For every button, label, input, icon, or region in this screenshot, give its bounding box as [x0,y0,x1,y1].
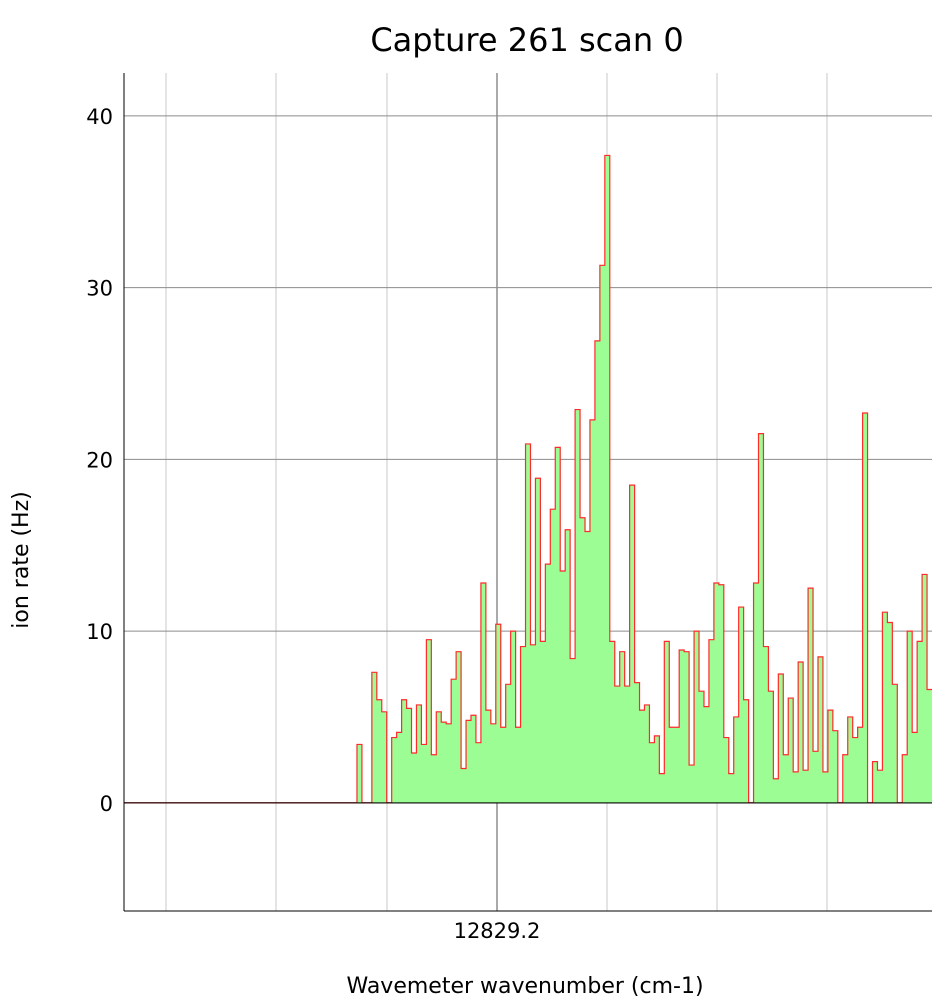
chart-title: Capture 261 scan 0 [370,21,683,59]
x-ticks: 12829.2 [454,919,541,943]
y-tick-label: 30 [86,277,113,301]
series-area [124,155,932,803]
y-tick-label: 0 [100,792,113,816]
y-tick-label: 20 [86,448,113,472]
y-axis-label: ion rate (Hz) [9,491,34,628]
axes [123,73,932,912]
y-tick-label: 40 [86,105,113,129]
x-tick-label: 12829.2 [454,919,541,943]
y-tick-label: 10 [86,620,113,644]
y-ticks: 0 10 20 30 40 [86,105,113,816]
x-axis-label: Wavemeter wavenumber (cm-1) [346,974,703,999]
